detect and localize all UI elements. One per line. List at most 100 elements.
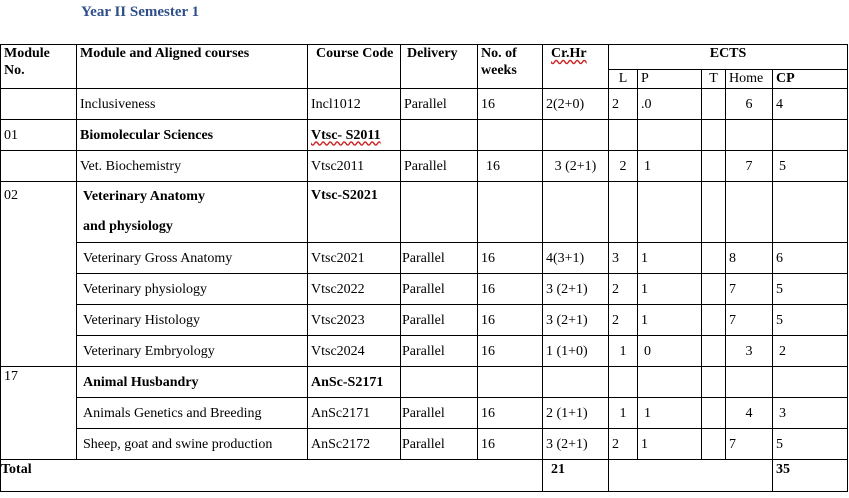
cell-weeks: 16 [477,397,543,429]
cell-course: Veterinary physiology [76,273,308,305]
header-T: T [701,69,726,89]
cell-weeks [477,181,543,243]
module-code: Vtsc- S2011 [311,127,381,143]
cell-code: Vtsc2022 [307,273,401,305]
total-row: Total 21 35 [0,459,849,492]
cell-delivery: Parallel [400,304,478,336]
course-table: Module No. Module and Aligned courses Co… [0,44,849,492]
cell-delivery: Parallel [400,88,478,120]
cell-delivery: Parallel [400,397,478,429]
cell-P: 1 [637,242,702,274]
cell-P: 1 [637,428,702,460]
cell-weeks: 16 [477,150,543,182]
cell-crhr [542,119,609,151]
header-weeks: No. of weeks [477,44,543,89]
cell-course: Vet. Biochemistry [76,150,308,182]
cell-weeks [477,119,543,151]
cell-delivery: Parallel [400,428,478,460]
table-row: 02 Veterinary Anatomy and physiology Vts… [0,181,849,367]
module-title-line1: Veterinary Anatomy [83,189,205,204]
header-cp: CP [771,69,849,89]
cell-home: 8 [725,242,773,274]
cell-home [725,119,773,151]
cell-weeks: 16 [477,304,543,336]
table-row: Sheep, goat and swine production AnSc217… [1,428,849,460]
table-row: Vet. Biochemistry Vtsc2011 Parallel 16 3… [0,150,849,182]
cell-cp: 5 [771,150,849,182]
cell-home [725,366,773,398]
cell-home: 7 [725,428,773,460]
cell-crhr: 1 (1+0) [542,335,609,367]
cell-cp: 5 [771,273,849,305]
cell-cp [771,119,849,151]
table-row: 17 Animal Husbandry AnSc-S2171 [0,366,849,460]
table-row: Inclusiveness Incl1012 Parallel 16 2(2+0… [0,88,849,120]
cell-L: 1 [608,397,638,429]
cell-delivery: Parallel [400,150,478,182]
total-cp: 35 [771,459,849,492]
cell-T [701,397,726,429]
cell-home: 7 [725,150,773,182]
cell-home: 4 [725,397,773,429]
cell-crhr: 3 (2+1) [542,304,609,336]
cell-T [701,150,726,182]
cell-L [608,119,638,151]
cell-cp: 2 [771,335,849,367]
cell-course: Veterinary Histology [76,304,308,336]
cell-code: Vtsc-S2021 [307,181,401,243]
cell-T [701,119,726,151]
cell-cp [771,366,849,398]
table-row: 01 Biomolecular Sciences Vtsc- S2011 [0,119,849,151]
header-module-courses: Module and Aligned courses [76,44,308,89]
crhr-label: Cr.Hr [551,46,587,61]
cell-code: AnSc2172 [307,428,401,460]
cell-P [637,119,702,151]
cell-delivery [400,181,478,243]
cell-L: 3 [608,242,638,274]
header-crhr: Cr.Hr [542,44,609,89]
table-row: Veterinary physiology Vtsc2022 Parallel … [1,273,849,305]
module-title-line2: and physiology [83,219,173,234]
cell-P: 1 [637,397,702,429]
cell-course: Biomolecular Sciences [76,119,308,151]
total-ects-blank [608,459,773,492]
cell-L: 2 [608,150,638,182]
cell-weeks: 16 [477,335,543,367]
cell-home: 6 [725,88,773,120]
cell-home: 7 [725,304,773,336]
cell-delivery: Parallel [400,273,478,305]
cell-L: 2 [608,304,638,336]
cell-cp: 3 [771,397,849,429]
cell-cp [771,181,849,243]
cell-delivery: Parallel [400,242,478,274]
cell-P [637,366,702,398]
cell-course: Veterinary Embryology [76,335,308,367]
cell-T [701,242,726,274]
table-row: Veterinary Histology Vtsc2023 Parallel 1… [1,304,849,336]
cell-crhr: 2 (1+1) [542,397,609,429]
cell-cp: 6 [771,242,849,274]
header-ects: ECTS [607,44,849,70]
table-row: Veterinary Embryology Vtsc2024 Parallel … [1,335,849,367]
page-title: Year II Semester 1 [81,4,200,20]
header-L: L [608,69,638,89]
table-row: Animals Genetics and Breeding AnSc2171 P… [1,397,849,429]
total-label: Total [0,459,543,492]
cell-weeks: 16 [477,428,543,460]
cell-L [608,366,638,398]
cell-cp: 5 [771,428,849,460]
cell-course: Sheep, goat and swine production [76,428,308,460]
cell-cp: 4 [771,88,849,120]
cell-T [701,273,726,305]
cell-T [701,428,726,460]
cell-course: Animal Husbandry [76,366,308,398]
cell-cp: 5 [771,304,849,336]
cell-crhr: 2(2+0) [542,88,609,120]
cell-P: .0 [637,88,702,120]
cell-code: AnSc-S2171 [307,366,401,398]
cell-weeks [477,366,543,398]
cell-module [0,150,77,182]
cell-P [637,181,702,243]
cell-code: Vtsc2011 [307,150,401,182]
table-row: Veterinary Gross Anatomy Vtsc2021 Parall… [1,242,849,274]
